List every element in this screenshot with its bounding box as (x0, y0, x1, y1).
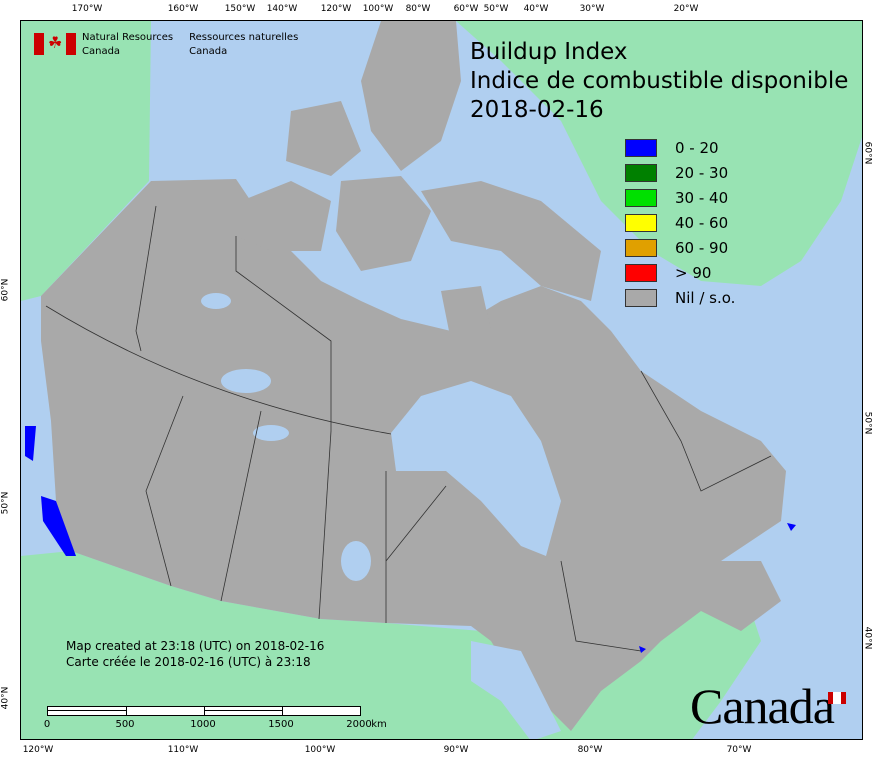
legend-item: 0 - 20 (625, 135, 735, 160)
lon-tick: 100°W (362, 4, 394, 14)
lon-tick: 140°W (266, 4, 298, 14)
legend-item: 60 - 90 (625, 235, 735, 260)
created-en: Map created at 23:18 (UTC) on 2018-02-16 (66, 639, 325, 653)
agency-fr-1: Ressources naturelles (189, 32, 299, 43)
lon-tick: 170°W (71, 4, 103, 14)
lat-tick: 50°N (862, 411, 873, 435)
lon-tick: 100°W (304, 745, 336, 755)
legend-swatch (625, 263, 657, 282)
wordmark-flag-icon (828, 692, 846, 704)
lon-tick: 150°W (224, 4, 256, 14)
lon-tick: 30°W (579, 4, 605, 14)
created-note: Map created at 23:18 (UTC) on 2018-02-16… (66, 638, 324, 670)
legend-swatch (625, 238, 657, 257)
lat-tick: 40°N (862, 626, 873, 650)
title-en: Buildup Index (470, 39, 628, 65)
lon-tick: 80°W (577, 745, 603, 755)
legend-swatch (625, 288, 657, 307)
title-fr: Indice de combustible disponible (470, 68, 849, 94)
scale-bar: 0 500 1000 1500 2000 km (43, 706, 387, 730)
created-fr: Carte créée le 2018-02-16 (UTC) à 23:18 (66, 655, 311, 669)
legend-swatch (625, 188, 657, 207)
map-frame[interactable] (20, 20, 863, 740)
greenland-land (456, 21, 862, 286)
alaska-land (21, 21, 151, 301)
legend-label: 60 - 90 (675, 238, 729, 257)
legend-label: 40 - 60 (675, 213, 729, 232)
lon-tick: 120°W (22, 745, 54, 755)
borders (45, 205, 772, 652)
legend-swatch (625, 138, 657, 157)
hudson-bay (391, 381, 561, 556)
legend-item: 40 - 60 (625, 210, 735, 235)
legend-swatch (625, 213, 657, 232)
lon-tick: 20°W (673, 4, 699, 14)
lon-tick: 160°W (167, 4, 199, 14)
bui-low-patches (25, 426, 796, 653)
scale-unit: km (371, 719, 387, 730)
legend: 0 - 20 20 - 30 30 - 40 40 - 60 60 - 90 > 90 Ni… (625, 135, 735, 310)
lon-tick: 40°W (523, 4, 549, 14)
legend-item: 20 - 30 (625, 160, 735, 185)
agency-en-1: Natural Resources (82, 32, 174, 43)
agency-fr-2: Canada (189, 46, 228, 57)
canada-flag-icon: ☘ (34, 33, 76, 55)
legend-label: 0 - 20 (675, 138, 719, 157)
legend-label: 30 - 40 (675, 188, 729, 207)
lon-tick: 70°W (726, 745, 752, 755)
legend-item: Nil / s.o. (625, 285, 735, 310)
scale-label: 1500 (268, 719, 294, 730)
agency-en-2: Canada (82, 46, 121, 57)
lat-tick: 40°N (0, 686, 11, 710)
lon-tick: 110°W (167, 745, 199, 755)
scale-label: 0 (43, 719, 51, 730)
lon-tick: 80°W (405, 4, 431, 14)
canada-wordmark: Canada (690, 678, 835, 734)
legend-item: > 90 (625, 260, 735, 285)
nrcan-signature: ☘ Natural Resources Canada Ressources na… (34, 31, 298, 59)
map-date: 2018-02-16 (470, 97, 604, 123)
legend-item: 30 - 40 (625, 185, 735, 210)
scale-label: 1000 (190, 719, 216, 730)
legend-swatch (625, 163, 657, 182)
map-title: Buildup Index Indice de combustible disp… (470, 38, 848, 125)
legend-label: > 90 (675, 263, 712, 282)
lon-tick: 50°W (483, 4, 509, 14)
lon-tick: 120°W (320, 4, 352, 14)
lat-tick: 60°N (0, 278, 11, 302)
scale-label: 500 (115, 719, 135, 730)
lat-tick: 50°N (0, 491, 11, 515)
arctic-islands (236, 21, 601, 341)
legend-label: Nil / s.o. (675, 288, 736, 307)
lon-tick: 90°W (443, 745, 469, 755)
lakes (201, 293, 561, 739)
lat-tick: 60°N (862, 141, 873, 165)
scale-label: 2000 (346, 719, 372, 730)
map-canvas (21, 21, 862, 739)
legend-label: 20 - 30 (675, 163, 729, 182)
lon-tick: 60°W (453, 4, 479, 14)
